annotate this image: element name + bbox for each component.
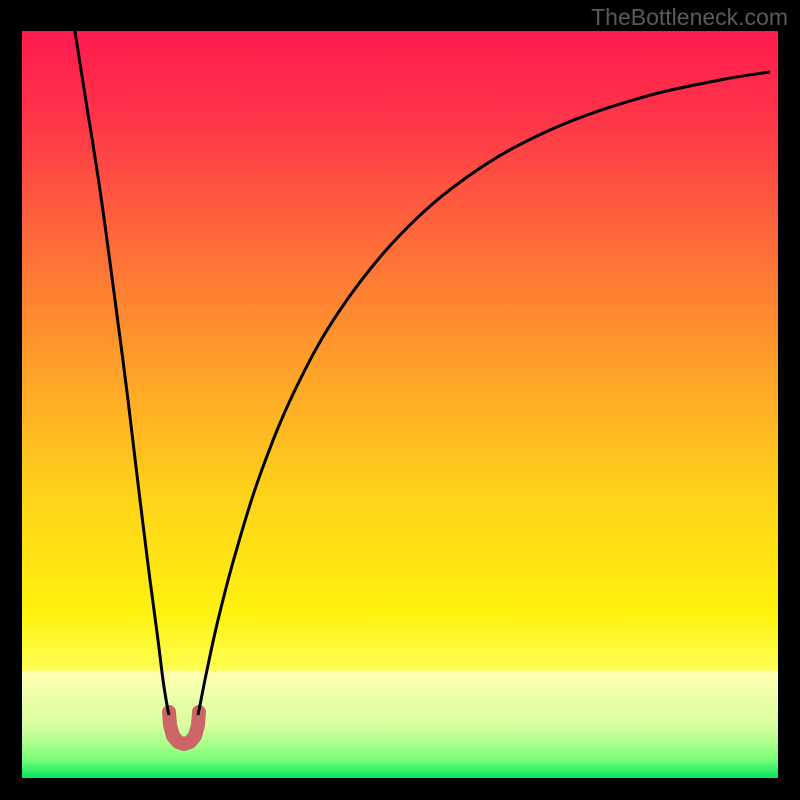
bottleneck-chart bbox=[0, 0, 800, 800]
plot-gradient-background bbox=[22, 31, 778, 778]
chart-container: TheBottleneck.com bbox=[0, 0, 800, 800]
watermark-text: TheBottleneck.com bbox=[591, 4, 788, 31]
